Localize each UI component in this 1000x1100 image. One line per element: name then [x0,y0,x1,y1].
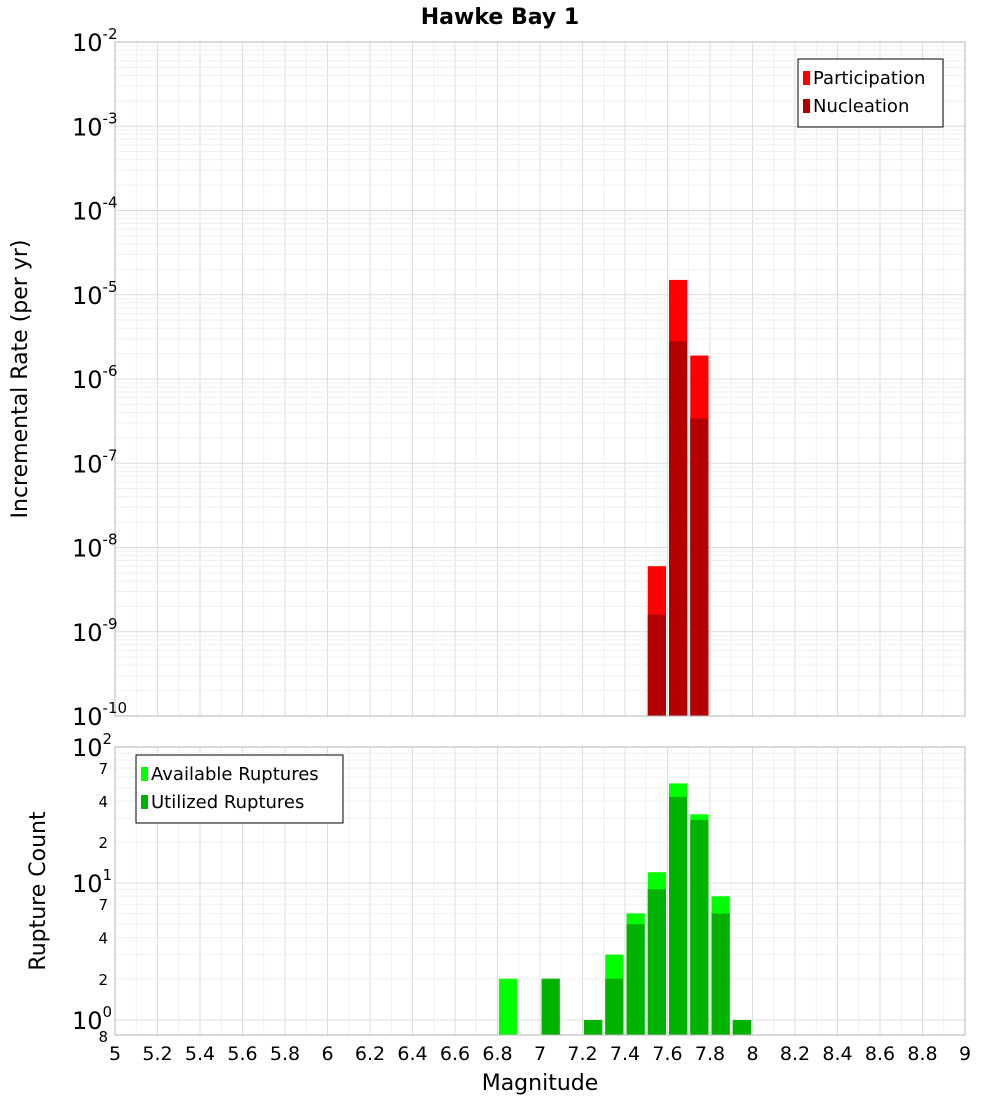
x-axis-label: Magnitude [482,1071,599,1096]
x-tick-label: 7.8 [695,1043,725,1065]
bottom-bar-utilized-ruptures [690,820,709,1035]
y-tick-label: 10-4 [72,194,118,226]
bottom-bar-utilized-ruptures [626,924,645,1035]
y-tick-label: 10-5 [72,278,118,310]
top-y-tick-labels: 10-2 10-3 10-4 10-5 10-6 10-7 10-8 10-9 10-10 [72,25,127,731]
y-tick-label: 100 [72,1003,112,1035]
x-tick-label: 7 [534,1043,546,1065]
x-tick-label: 8 [746,1043,758,1065]
y-tick-label: 10-2 [72,25,118,57]
bottom-bar-utilized-ruptures [711,913,730,1035]
x-tick-label: 6.8 [482,1043,512,1065]
x-tick-label: 8.4 [822,1043,852,1065]
bottom-legend-label: Available Ruptures [151,764,319,785]
top-legend-box [797,58,944,128]
x-tick-label: 8.2 [780,1043,810,1065]
y-minor-tick-label: 7 [98,760,108,778]
chart-title: Hawke Bay 1 [421,5,579,30]
y-minor-tick-label: 4 [98,930,108,948]
bottom-bar-utilized-ruptures [732,1020,751,1035]
x-tick-label: 5.4 [185,1043,215,1065]
bottom-y-axis-label: Rupture Count [26,811,51,971]
x-tick-label: 5 [109,1043,121,1065]
bottom-bar-utilized-ruptures [669,796,688,1035]
bottom-legend-label: Utilized Ruptures [151,792,304,813]
top-gridlines [114,42,966,717]
bottom-legend: Available Ruptures Utilized Ruptures [135,754,344,824]
x-tick-label: 7.6 [652,1043,682,1065]
top-bar-nucleation [669,341,688,716]
top-legend-label: Nucleation [813,96,909,117]
bottom-bar-available-ruptures [499,978,518,1035]
top-y-axis-label: Incremental Rate (per yr) [8,240,33,519]
y-minor-tick-label: 2 [98,834,108,852]
bottom-plot-border [114,746,966,1036]
x-tick-labels: 5 5.2 5.4 5.6 5.8 6 6.2 6.4 6.6 6.8 7 7.2 7.4 7.6 7.8 8… [109,1043,971,1065]
top-legend: Participation Nucleation [797,58,944,128]
x-tick-label: 7.2 [567,1043,597,1065]
bottom-bars [499,783,751,1035]
y-minor-tick-label: 7 [98,896,108,914]
y-tick-label: 102 [72,730,112,762]
x-tick-label: 6.2 [355,1043,385,1065]
bottom-bar-utilized-ruptures [605,978,624,1035]
x-tick-label: 8.6 [865,1043,895,1065]
x-tick-label: 6 [321,1043,333,1065]
x-tick-label: 5.8 [270,1043,300,1065]
top-bars [647,279,709,716]
y-minor-tick-label: 8 [98,1028,108,1046]
top-plot-border [114,41,966,717]
y-minor-tick-label: 2 [98,971,108,989]
bottom-y-tick-labels: 102 101 100 7 4 2 7 4 2 8 [72,730,112,1046]
bottom-bar-utilized-ruptures [541,978,560,1035]
bottom-legend-swatch [141,767,148,781]
y-tick-label: 101 [72,866,112,898]
y-tick-label: 10-10 [72,699,127,731]
bottom-bar-utilized-ruptures [584,1020,603,1035]
x-tick-label: 6.4 [397,1043,427,1065]
x-tick-label: 5.2 [142,1043,172,1065]
top-bar-nucleation [647,614,666,716]
top-legend-label: Participation [813,68,925,89]
y-tick-label: 10-7 [72,446,118,478]
y-tick-label: 10-8 [72,531,118,563]
top-bar-nucleation [690,418,709,716]
bottom-legend-swatch [141,795,148,809]
x-tick-label: 9 [959,1043,971,1065]
y-tick-label: 10-3 [72,109,118,141]
top-legend-swatch [803,71,810,85]
x-tick-label: 5.6 [227,1043,257,1065]
y-tick-label: 10-9 [72,615,118,647]
x-tick-label: 6.6 [440,1043,470,1065]
top-legend-swatch [803,99,810,113]
y-minor-tick-label: 4 [98,793,108,811]
bottom-bar-utilized-ruptures [647,889,666,1035]
x-tick-label: 8.8 [907,1043,937,1065]
y-tick-label: 10-6 [72,362,118,394]
x-tick-label: 7.4 [610,1043,640,1065]
bottom-legend-box [135,754,344,824]
